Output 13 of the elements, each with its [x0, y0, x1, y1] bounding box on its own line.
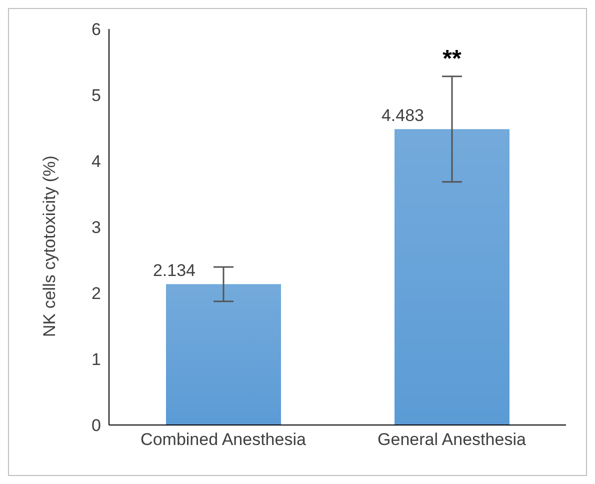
y-tick-label: 5 [92, 86, 101, 106]
y-tick-label: 3 [92, 218, 101, 238]
data-label: 4.483 [381, 106, 424, 126]
x-tick-label: Combined Anesthesia [140, 430, 306, 450]
y-tick-label: 4 [92, 152, 101, 172]
y-tick-label: 2 [92, 284, 101, 304]
y-axis-title: NK cells cytotoxicity (%) [40, 156, 60, 337]
y-tick-label: 6 [92, 20, 101, 40]
y-tick-label: 1 [92, 350, 101, 370]
x-tick-label: General Anesthesia [378, 430, 526, 450]
y-tick-label: 0 [92, 416, 101, 436]
data-label: 2.134 [152, 261, 196, 280]
annotation: ** [442, 45, 462, 72]
